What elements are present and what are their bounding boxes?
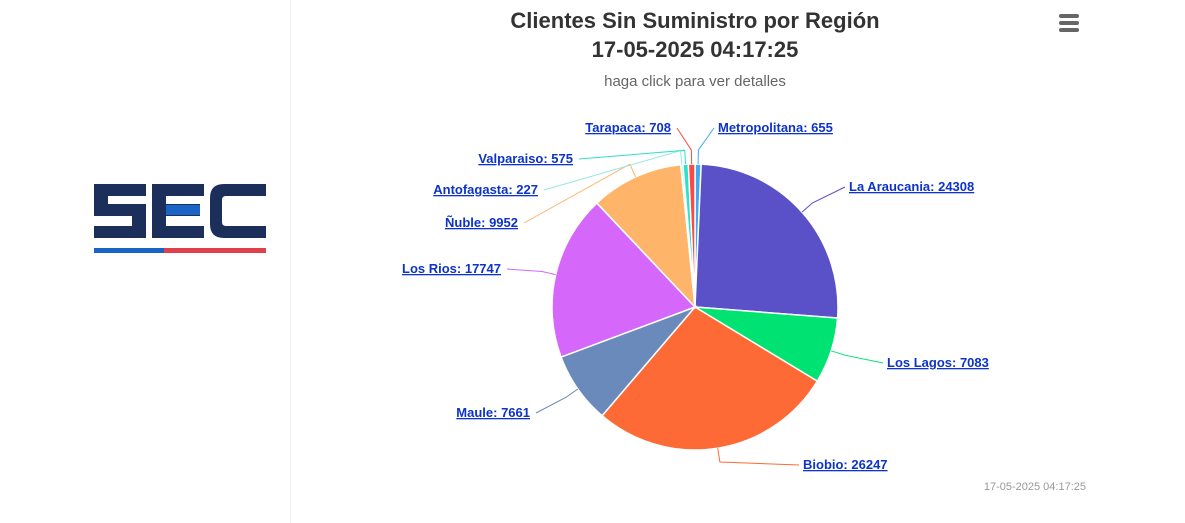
data-label-la-araucania[interactable]: La Araucania: 24308 bbox=[849, 179, 974, 194]
chart-subtitle: haga click para ver detalles bbox=[604, 73, 786, 90]
data-label-antofagasta[interactable]: Antofagasta: 227 bbox=[433, 182, 538, 197]
pie-slices bbox=[551, 163, 839, 451]
pie-slice-la-araucania[interactable] bbox=[694, 163, 839, 319]
chart-title-line2: 17-05-2025 04:17:25 bbox=[591, 37, 799, 62]
chart-title-line1: Clientes Sin Suministro por Región bbox=[510, 8, 880, 33]
data-label-tarapaca[interactable]: Tarapaca: 708 bbox=[585, 120, 671, 135]
connector-nuble bbox=[523, 163, 637, 224]
data-label-biobio[interactable]: Biobio: 26247 bbox=[803, 457, 888, 472]
connector-maule bbox=[535, 388, 579, 414]
logo-underline-red bbox=[164, 248, 266, 253]
connector-biobio bbox=[717, 448, 800, 466]
data-label-maule[interactable]: Maule: 7661 bbox=[456, 405, 530, 420]
logo-underline-blue bbox=[94, 248, 164, 253]
chart-title: Clientes Sin Suministro por Región 17-05… bbox=[390, 6, 1000, 64]
data-label-los-lagos[interactable]: Los Lagos: 7083 bbox=[887, 355, 989, 370]
sec-logo bbox=[94, 184, 266, 253]
left-panel bbox=[0, 0, 291, 523]
logo-letter-s bbox=[94, 184, 146, 238]
pie-slice-los-rios[interactable] bbox=[551, 201, 697, 359]
pie-connectors bbox=[506, 127, 884, 466]
logo-letter-c bbox=[210, 184, 266, 238]
data-label-metropolitana[interactable]: Metropolitana: 655 bbox=[718, 120, 833, 135]
menu-bar-bottom bbox=[1059, 28, 1079, 32]
data-label-valparaiso[interactable]: Valparaiso: 575 bbox=[478, 151, 573, 166]
connector-valparaiso bbox=[578, 149, 687, 165]
connector-los-lagos bbox=[830, 350, 884, 364]
menu-bar-middle bbox=[1059, 21, 1079, 25]
connector-tarapaca bbox=[676, 127, 693, 165]
pie-labels: Metropolitana: 655 La Araucania: 24308 Los… bbox=[402, 120, 989, 472]
hamburger-menu-icon[interactable] bbox=[1057, 12, 1081, 34]
logo-e-accent bbox=[166, 205, 200, 215]
connector-metropolitana bbox=[697, 127, 715, 165]
connector-la-araucania bbox=[801, 186, 846, 213]
chart-credit: 17-05-2025 04:17:25 bbox=[983, 481, 1086, 493]
data-label-los-rios[interactable]: Los Rios: 17747 bbox=[402, 261, 501, 276]
connector-los-rios bbox=[506, 268, 556, 276]
data-label-nuble[interactable]: Ñuble: 9952 bbox=[445, 215, 518, 230]
menu-bar-top bbox=[1059, 14, 1079, 18]
pie-slice-biobio[interactable] bbox=[601, 306, 819, 451]
